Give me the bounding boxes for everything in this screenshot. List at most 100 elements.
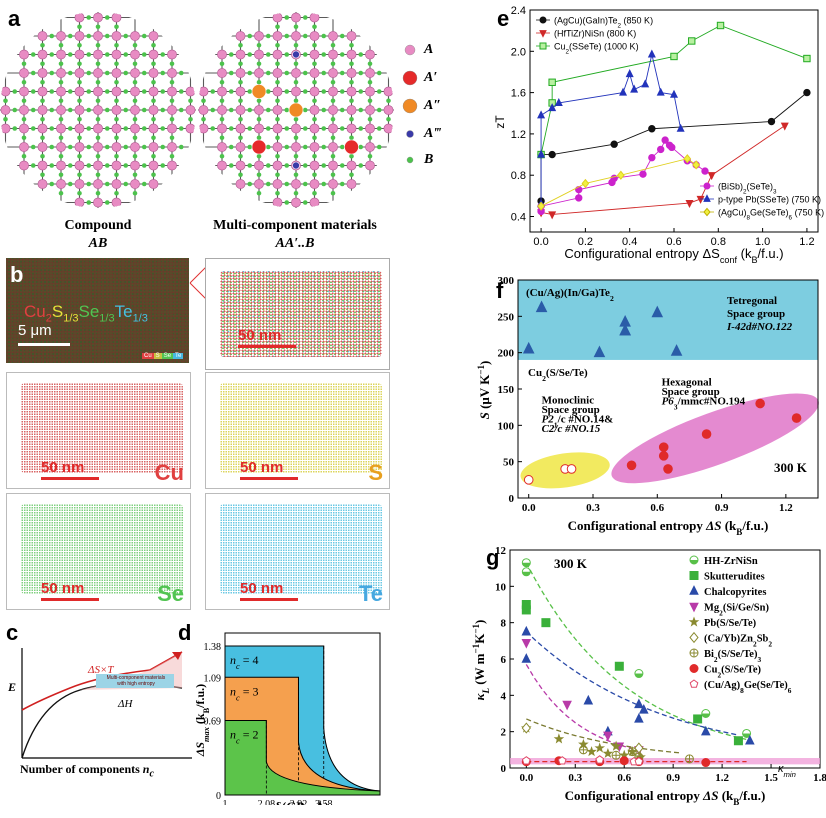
x-axis-label: δ(GPa·Å) xyxy=(275,799,329,805)
swatch-se: Se xyxy=(161,353,174,359)
atom-b xyxy=(123,144,129,150)
swatch-s: S xyxy=(153,353,162,359)
atom-b xyxy=(21,116,27,122)
apt-volume-all: 50 nm xyxy=(205,258,390,370)
atom-a xyxy=(217,160,227,171)
atom-a xyxy=(328,142,338,152)
atom-a xyxy=(148,86,159,97)
atom-b xyxy=(376,126,382,131)
atom-a xyxy=(309,179,320,189)
atom-b xyxy=(160,52,166,57)
atom-a xyxy=(217,123,227,134)
atom-b xyxy=(123,70,129,76)
atom-b xyxy=(86,89,92,94)
data-point xyxy=(548,78,556,86)
atom-a xyxy=(56,123,66,134)
atom-b xyxy=(95,116,101,122)
formula-part: Te xyxy=(114,302,133,321)
atom-b xyxy=(30,70,36,76)
atom-b xyxy=(49,107,55,113)
x-tick-label: 0.3 xyxy=(568,772,582,784)
atom-a xyxy=(272,31,283,41)
x-tick-label: 0.6 xyxy=(617,772,631,784)
atom-b xyxy=(312,153,317,159)
x-tick-label: 1.2 xyxy=(779,502,793,514)
atom-b xyxy=(160,89,166,94)
data-point xyxy=(663,464,673,474)
atom-b xyxy=(219,153,225,159)
y-tick-label: 10 xyxy=(495,581,507,593)
atom-b xyxy=(376,144,382,150)
atom-a xyxy=(56,105,66,115)
atom-a xyxy=(235,179,246,189)
atom-b xyxy=(151,135,156,141)
atom-b xyxy=(58,79,64,85)
data-point xyxy=(641,79,650,88)
atom-a xyxy=(130,31,140,41)
atom-a xyxy=(148,123,159,134)
atom-a xyxy=(272,179,283,189)
atom-b xyxy=(265,52,271,57)
data-point xyxy=(676,123,685,132)
atom-a xyxy=(291,179,301,189)
data-point xyxy=(537,110,546,119)
data-point xyxy=(626,460,637,471)
atom-a xyxy=(130,123,140,134)
atom-b xyxy=(339,33,345,39)
atom-b xyxy=(49,70,55,76)
atom-a xyxy=(346,49,357,60)
box-text-line2: with high entropy xyxy=(117,681,155,687)
atom-b xyxy=(188,116,193,122)
atom-b xyxy=(228,52,234,57)
atom-a1 xyxy=(251,139,267,155)
atom-b xyxy=(178,126,184,131)
data-point xyxy=(745,734,755,745)
atom-b xyxy=(132,61,138,67)
element-label: Se xyxy=(157,581,184,606)
atom-a xyxy=(235,49,246,60)
atom-b xyxy=(247,181,253,187)
data-point xyxy=(557,756,567,765)
atom-b xyxy=(86,15,92,20)
data-point xyxy=(619,87,628,96)
atom-b xyxy=(284,70,290,76)
atom-a xyxy=(309,197,320,208)
panel-c-plot xyxy=(21,648,192,759)
atom-b xyxy=(339,89,345,94)
atom-a xyxy=(93,49,103,60)
atom-a xyxy=(254,68,264,78)
atom-b xyxy=(330,135,336,141)
atom-b xyxy=(275,61,280,67)
apt-scalebar xyxy=(18,343,70,346)
legend-marker xyxy=(404,44,416,56)
atom-a xyxy=(19,68,29,78)
atom-b xyxy=(58,153,64,159)
data-point xyxy=(780,122,789,131)
legend-label: p-type Pb(SSeTe) (750 K) xyxy=(718,195,821,205)
atom-a xyxy=(74,142,85,152)
data-point xyxy=(521,638,532,649)
panel-b-label: b xyxy=(10,262,24,287)
atom-b xyxy=(349,61,354,67)
data-point xyxy=(548,103,557,112)
atom-a xyxy=(235,31,246,41)
data-point xyxy=(742,728,752,738)
x-tick-label: 3.58 xyxy=(315,799,333,805)
atom-b xyxy=(302,126,308,131)
atom-b xyxy=(151,79,156,85)
data-point xyxy=(583,694,594,705)
mono-label: P21/c #NO.14& xyxy=(542,413,614,429)
scalebar-label: 50 nm xyxy=(41,459,85,476)
atom-b xyxy=(40,98,45,104)
atom-b xyxy=(265,107,271,113)
atom-a xyxy=(185,105,196,115)
atom-b xyxy=(302,144,308,150)
panel-d-label: d xyxy=(178,620,192,645)
atom-b xyxy=(104,52,110,57)
atom-a xyxy=(328,49,338,60)
atom-a xyxy=(309,105,320,115)
atom-a xyxy=(272,142,283,152)
atom-a xyxy=(235,123,246,134)
atom-b xyxy=(284,52,290,57)
element-label: S xyxy=(368,460,383,485)
